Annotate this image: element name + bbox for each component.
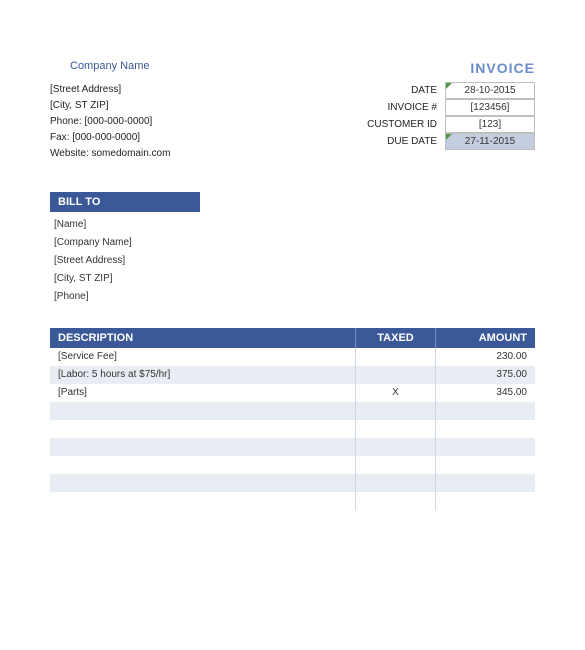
meta-date-label: DATE [411,82,445,99]
table-row [50,492,535,510]
top-section: [Street Address] [City, ST ZIP] Phone: [… [50,82,535,162]
meta-block: DATE 28-10-2015 INVOICE # [123456] CUSTO… [367,82,535,162]
meta-due-date-text: 27-11-2015 [465,136,515,147]
table-row: [Labor: 5 hours at $75/hr] 375.00 [50,366,535,384]
table-row [50,402,535,420]
table-row: [Parts] X 345.00 [50,384,535,402]
meta-invoice-no-value[interactable]: [123456] [445,99,535,116]
cell-taxed[interactable] [355,420,435,438]
cell-amount[interactable] [435,474,535,492]
billto-header: BILL TO [50,192,200,212]
cell-description[interactable] [50,420,355,438]
items-table: DESCRIPTION TAXED AMOUNT [Service Fee] 2… [50,328,535,510]
col-amount-header: AMOUNT [435,328,535,348]
billto-company: [Company Name] [50,234,535,252]
invoice-title: INVOICE [470,60,535,76]
from-website: Website: somedomain.com [50,146,170,162]
cell-description[interactable] [50,402,355,420]
cell-description[interactable] [50,474,355,492]
col-taxed-header: TAXED [355,328,435,348]
meta-customer-id-label: CUSTOMER ID [367,116,445,133]
cell-amount[interactable] [435,456,535,474]
meta-row-due-date: DUE DATE 27-11-2015 [367,133,535,150]
cell-taxed[interactable] [355,366,435,384]
meta-invoice-no-label: INVOICE # [388,99,445,116]
table-header: DESCRIPTION TAXED AMOUNT [50,328,535,348]
billto-block: [Name] [Company Name] [Street Address] [… [50,216,535,306]
cell-taxed[interactable] [355,492,435,510]
cell-description[interactable]: [Parts] [50,384,355,402]
cell-taxed[interactable]: X [355,384,435,402]
corner-indicator-icon [446,83,452,89]
meta-due-date-label: DUE DATE [387,133,445,150]
cell-taxed[interactable] [355,474,435,492]
table-row [50,474,535,492]
cell-amount[interactable]: 345.00 [435,384,535,402]
cell-description[interactable]: [Labor: 5 hours at $75/hr] [50,366,355,384]
meta-date-value[interactable]: 28-10-2015 [445,82,535,99]
billto-section: BILL TO [Name] [Company Name] [Street Ad… [50,192,535,306]
cell-amount[interactable]: 230.00 [435,348,535,366]
table-row [50,420,535,438]
table-row: [Service Fee] 230.00 [50,348,535,366]
cell-amount[interactable] [435,492,535,510]
table-row [50,456,535,474]
billto-phone: [Phone] [50,288,535,306]
col-description-header: DESCRIPTION [50,328,355,348]
cell-amount[interactable] [435,420,535,438]
meta-customer-id-value[interactable]: [123] [445,116,535,133]
cell-description[interactable] [50,438,355,456]
meta-customer-id-text: [123] [479,119,501,130]
from-fax: Fax: [000-000-0000] [50,130,170,146]
from-street: [Street Address] [50,82,170,98]
cell-description[interactable] [50,456,355,474]
billto-street: [Street Address] [50,252,535,270]
cell-amount[interactable] [435,402,535,420]
table-body: [Service Fee] 230.00 [Labor: 5 hours at … [50,348,535,510]
cell-taxed[interactable] [355,456,435,474]
cell-taxed[interactable] [355,438,435,456]
cell-description[interactable] [50,492,355,510]
cell-amount[interactable] [435,438,535,456]
meta-invoice-no-text: [123456] [471,102,510,113]
meta-row-customer-id: CUSTOMER ID [123] [367,116,535,133]
meta-due-date-value[interactable]: 27-11-2015 [445,133,535,150]
cell-description[interactable]: [Service Fee] [50,348,355,366]
from-block: [Street Address] [City, ST ZIP] Phone: [… [50,82,170,162]
cell-amount[interactable]: 375.00 [435,366,535,384]
meta-row-invoice-no: INVOICE # [123456] [367,99,535,116]
from-phone: Phone: [000-000-0000] [50,114,170,130]
meta-date-text: 28-10-2015 [464,85,515,96]
cell-taxed[interactable] [355,348,435,366]
table-row [50,438,535,456]
billto-name: [Name] [50,216,535,234]
corner-indicator-icon [446,134,452,140]
meta-row-date: DATE 28-10-2015 [367,82,535,99]
from-city: [City, ST ZIP] [50,98,170,114]
company-name: Company Name [70,60,149,72]
cell-taxed[interactable] [355,402,435,420]
header-row: Company Name INVOICE [50,60,535,78]
billto-city: [City, ST ZIP] [50,270,535,288]
